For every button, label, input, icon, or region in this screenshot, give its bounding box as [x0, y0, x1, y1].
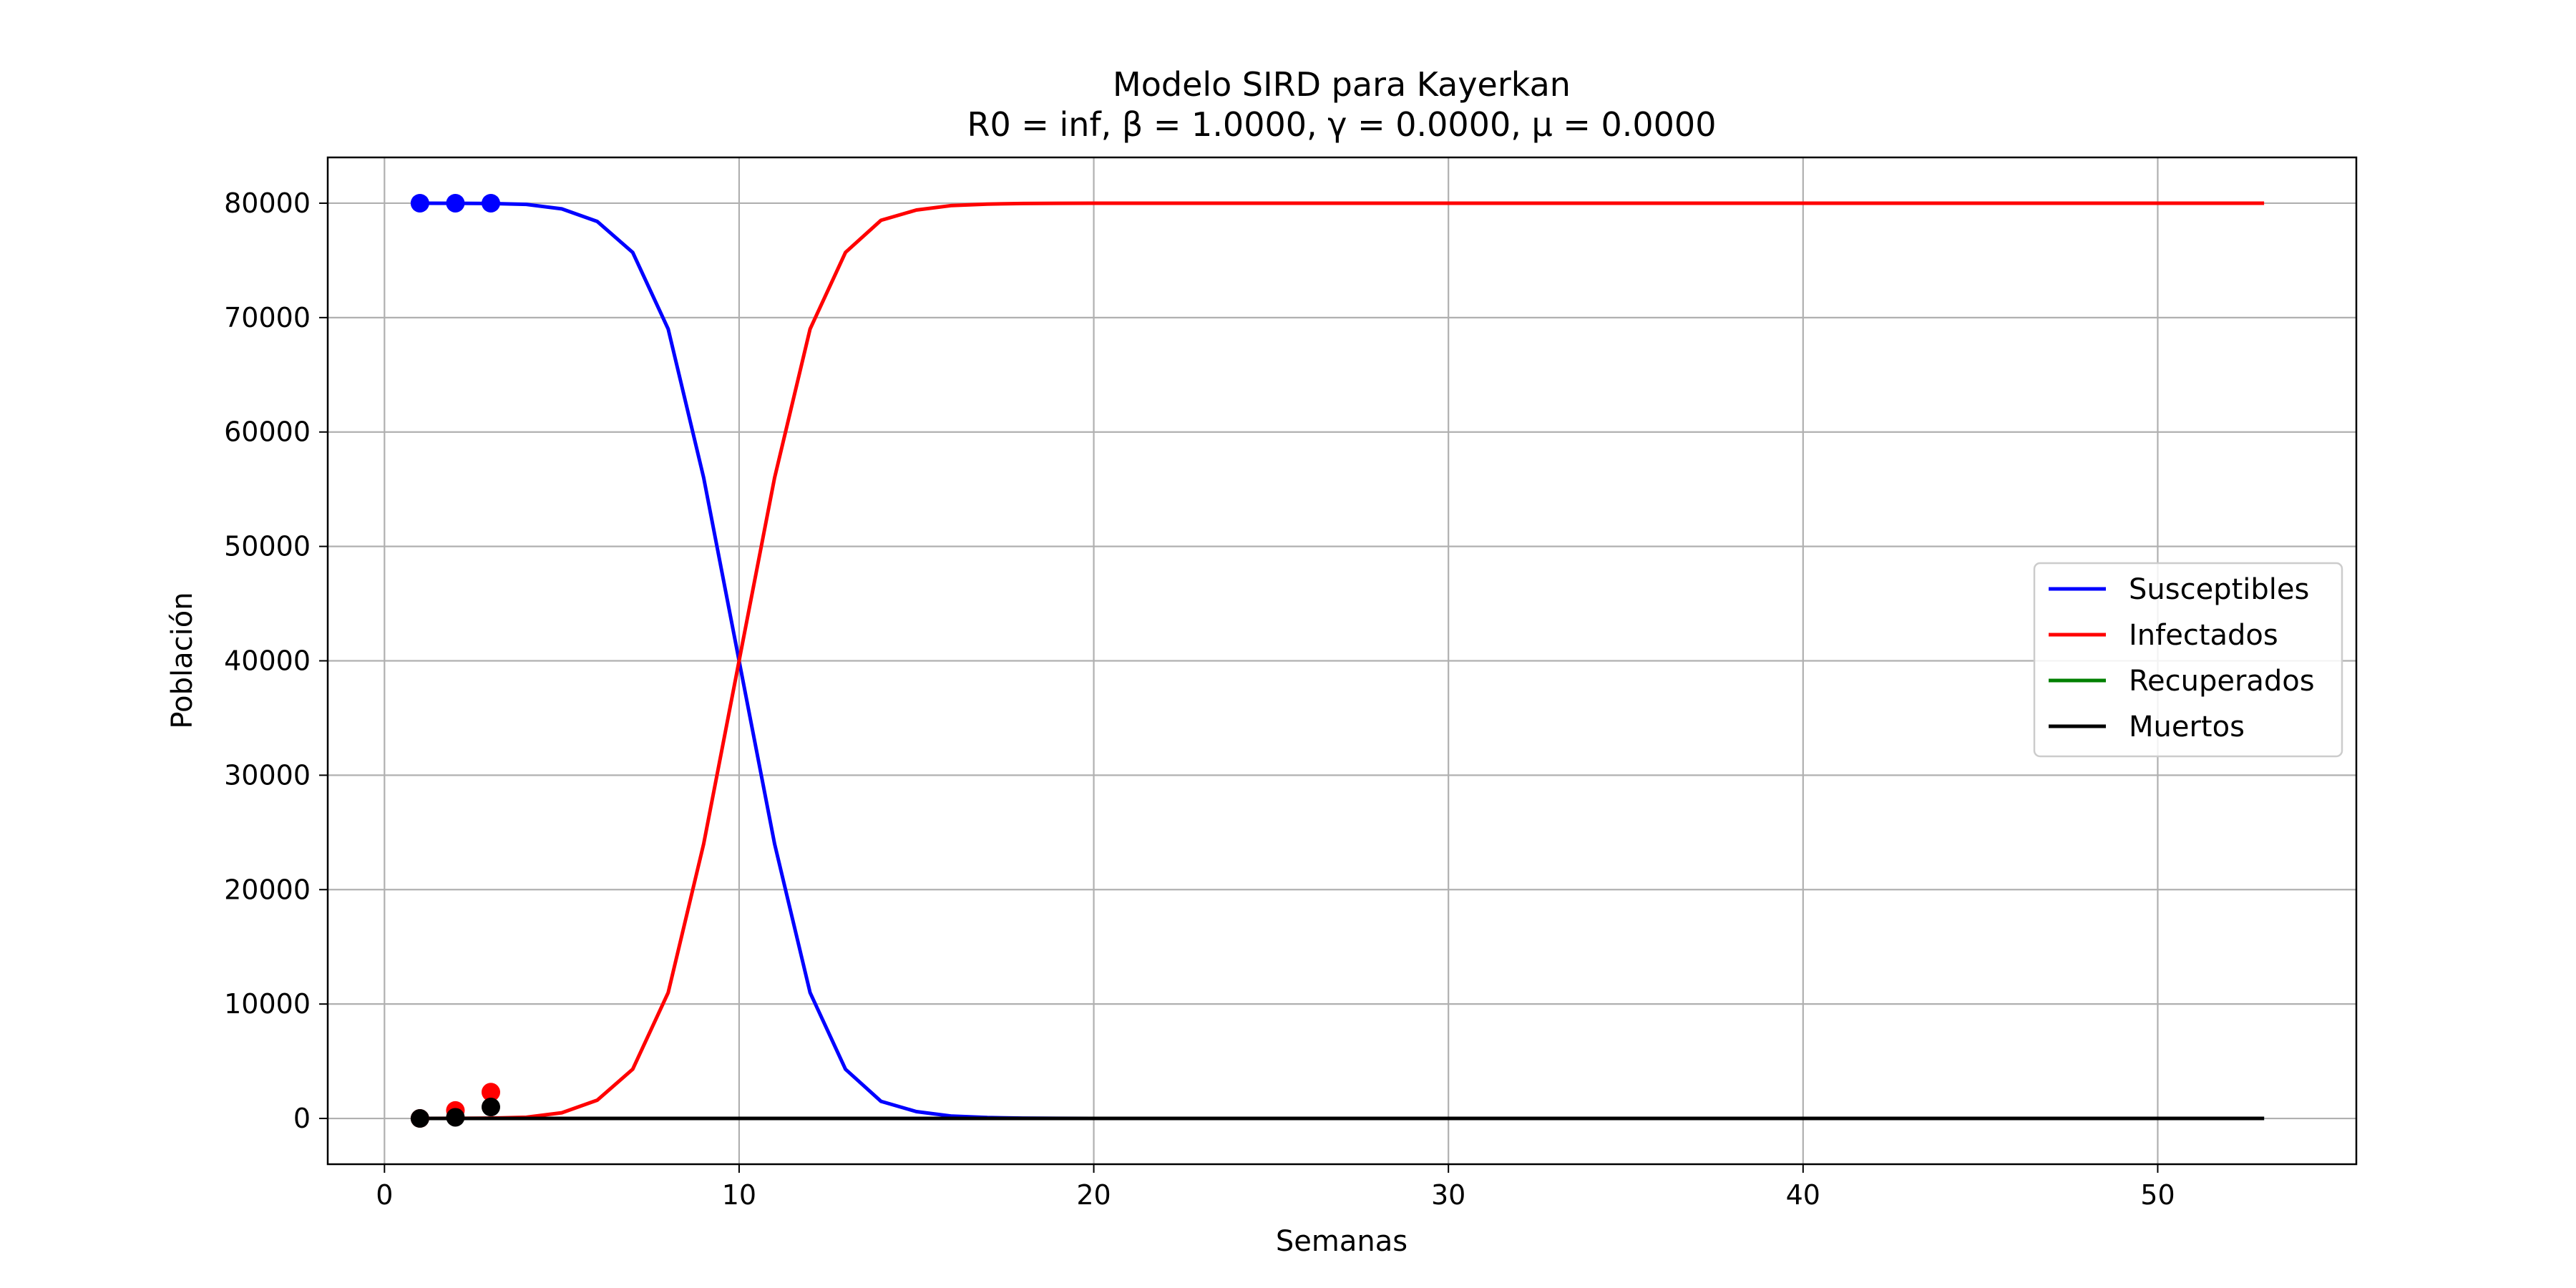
- observed-points: [410, 193, 500, 1128]
- y-tick-label-70000: 70000: [224, 302, 311, 333]
- y-tick-label-20000: 20000: [224, 874, 311, 905]
- legend: Susceptibles Infectados Recuperados Muertos: [2033, 562, 2343, 758]
- y-tick-label-10000: 10000: [224, 988, 311, 1020]
- legend-label-infectados: Infectados: [2129, 619, 2278, 652]
- legend-label-muertos: Muertos: [2129, 711, 2245, 743]
- x-axis-title: Semanas: [1276, 1225, 1407, 1258]
- observed-point-muertos: [446, 1108, 465, 1127]
- y-tick-label-0: 0: [293, 1103, 311, 1134]
- x-tick-label-50: 50: [2140, 1179, 2175, 1211]
- x-tick-label-20: 20: [1076, 1179, 1111, 1211]
- series-lines: [419, 201, 2265, 1121]
- observed-point-susceptibles: [446, 193, 465, 213]
- observed-point-muertos: [481, 1098, 500, 1117]
- x-tick-label-40: 40: [1786, 1179, 1820, 1211]
- chart-subtitle: R0 = inf, β = 1.0000, γ = 0.0000, μ = 0.…: [967, 105, 1717, 144]
- observed-point-susceptibles: [410, 193, 429, 213]
- y-tick-label-40000: 40000: [224, 645, 311, 677]
- observed-point-infectados: [481, 1083, 500, 1102]
- legend-label-susceptibles: Susceptibles: [2129, 573, 2309, 606]
- x-tick-label-0: 0: [376, 1179, 393, 1211]
- y-tick-label-80000: 80000: [224, 187, 311, 219]
- series-line-infectados: [419, 201, 2265, 1121]
- axis-ticks: 0 10 20 30 40 50 0 10000 20000 30000 40000 50000 600…: [224, 187, 2175, 1211]
- y-tick-label-30000: 30000: [224, 759, 311, 791]
- legend-frame: [2033, 562, 2343, 758]
- observed-point-susceptibles: [481, 193, 500, 213]
- x-tick-label-10: 10: [722, 1179, 756, 1211]
- y-tick-label-50000: 50000: [224, 531, 311, 562]
- y-tick-label-60000: 60000: [224, 416, 311, 448]
- chart-title: Modelo SIRD para Kayerkan: [1113, 65, 1571, 104]
- x-tick-label-30: 30: [1431, 1179, 1465, 1211]
- legend-label-recuperados: Recuperados: [2129, 665, 2315, 698]
- y-axis-title: Población: [166, 592, 199, 728]
- observed-point-muertos: [410, 1109, 429, 1128]
